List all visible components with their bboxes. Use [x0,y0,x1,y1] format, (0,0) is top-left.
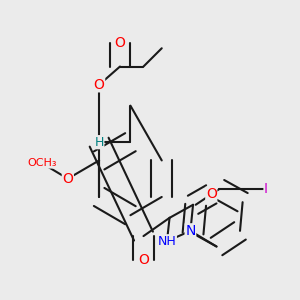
Text: NH: NH [158,235,176,248]
Text: N: N [185,224,196,238]
Text: H: H [94,136,104,149]
Text: OCH₃: OCH₃ [27,158,56,168]
Text: O: O [94,78,105,92]
Text: O: O [115,36,125,50]
Text: O: O [138,253,149,267]
Text: O: O [206,187,217,201]
Text: O: O [62,172,73,186]
Text: I: I [264,182,268,196]
